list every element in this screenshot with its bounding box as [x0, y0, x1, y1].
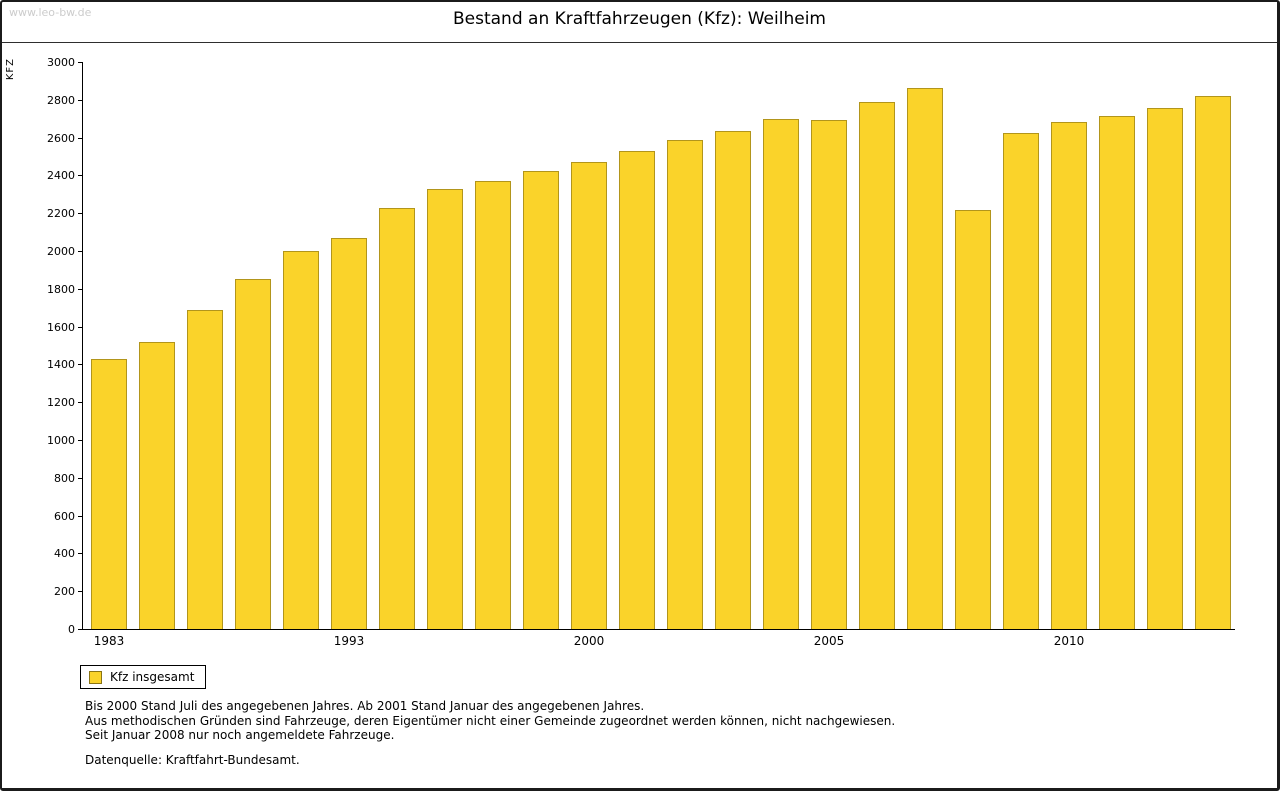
footnotes: Bis 2000 Stand Juli des angegebenen Jahr… — [85, 699, 895, 743]
y-axis-tick-mark — [78, 137, 83, 139]
y-axis-tick-label: 0 — [68, 623, 75, 636]
y-axis-tick-mark — [78, 591, 83, 593]
plot-area: 0 200 400 600 800 1000 1200 1400 1600 1800 2000 220… — [47, 56, 1235, 648]
bar-1998 — [475, 181, 511, 629]
bar-1995 — [379, 208, 415, 629]
bar-2011 — [1099, 116, 1135, 629]
bar-2001 — [619, 151, 655, 629]
y-axis-tick-label: 2600 — [47, 131, 75, 145]
data-source: Datenquelle: Kraftfahrt-Bundesamt. — [85, 753, 300, 767]
y-axis-tick-label: 1200 — [47, 396, 75, 410]
x-axis-tick-label: 1983 — [93, 634, 125, 648]
y-axis-tick-mark — [78, 62, 83, 63]
bar-2006 — [859, 102, 895, 629]
y-axis-tick-mark — [78, 326, 83, 328]
bar-2013 — [1195, 96, 1231, 629]
y-axis-tick-label: 800 — [54, 471, 75, 485]
y-axis-tick-mark — [78, 515, 83, 517]
y-axis-tick-mark — [78, 175, 83, 177]
y-axis-tick-mark — [78, 629, 83, 630]
legend-label: Kfz insgesamt — [110, 670, 195, 684]
bar-1999 — [523, 171, 559, 629]
y-axis-tick-label: 2400 — [47, 169, 75, 183]
y-axis-tick-label: 2000 — [47, 245, 75, 258]
bar-2004 — [763, 119, 799, 629]
bar-1991 — [283, 251, 319, 629]
y-axis-tick-label: 1000 — [47, 434, 75, 447]
y-axis-tick-label: 1600 — [47, 320, 75, 334]
bar-1985 — [139, 342, 175, 629]
bar-1993 — [331, 238, 367, 629]
y-axis-tick-mark — [78, 364, 83, 366]
y-axis-tick-mark — [78, 99, 83, 101]
bar-1989 — [235, 279, 271, 629]
footnote-line: Seit Januar 2008 nur noch angemeldete Fa… — [85, 728, 395, 742]
bar-2002 — [667, 140, 703, 629]
y-axis-tick-label: 400 — [54, 547, 75, 561]
bar-2009 — [1003, 133, 1039, 629]
bar-2003 — [715, 131, 751, 629]
y-axis-tick-label: 2200 — [47, 207, 75, 221]
watermark: www.leo-bw.de — [9, 6, 92, 19]
x-axis-tick-label: 2000 — [573, 634, 605, 648]
y-axis-tick-mark — [78, 402, 83, 404]
bar-2007 — [907, 88, 943, 629]
y-axis-tick-label: 600 — [54, 509, 75, 523]
bar-1997 — [427, 189, 463, 629]
y-axis-tick-mark — [78, 477, 83, 479]
y-axis-tick-label: 3000 — [47, 56, 75, 69]
x-axis-tick-label: 2005 — [813, 634, 845, 648]
legend-swatch — [89, 670, 102, 684]
bar-2005 — [811, 120, 847, 629]
y-axis-tick-label: 200 — [54, 585, 75, 599]
bar-1987 — [187, 310, 223, 629]
legend: Kfz insgesamt — [80, 665, 207, 689]
y-axis-tick-mark — [78, 251, 83, 252]
y-axis-tick-mark — [78, 440, 83, 441]
x-axis-tick-label: 2010 — [1053, 634, 1085, 648]
y-axis-tick-label: 1400 — [47, 358, 75, 372]
y-axis-tick-mark — [78, 288, 83, 290]
footnote-line: Aus methodischen Gründen sind Fahrzeuge,… — [85, 713, 896, 728]
y-axis-tick-label: 1800 — [47, 282, 75, 296]
chart-title: Bestand an Kraftfahrzeugen (Kfz): Weilhe… — [453, 9, 826, 29]
x-axis-tick-label: 1993 — [333, 634, 365, 648]
bar-2010 — [1051, 122, 1087, 629]
bar-2000 — [571, 162, 607, 629]
footnote-line: Bis 2000 Stand Juli des angegebenen Jahr… — [85, 699, 645, 713]
y-axis-tick-label: 2800 — [47, 93, 75, 107]
y-axis-tick-mark — [78, 553, 83, 555]
bar-1983 — [91, 359, 127, 629]
y-axis-tick-mark — [78, 213, 83, 215]
bar-2008 — [955, 210, 991, 629]
chart-header: Bestand an Kraftfahrzeugen (Kfz): Weilhe… — [2, 2, 1277, 43]
bar-2012 — [1147, 108, 1183, 629]
y-axis-title: KFZ — [5, 58, 16, 81]
